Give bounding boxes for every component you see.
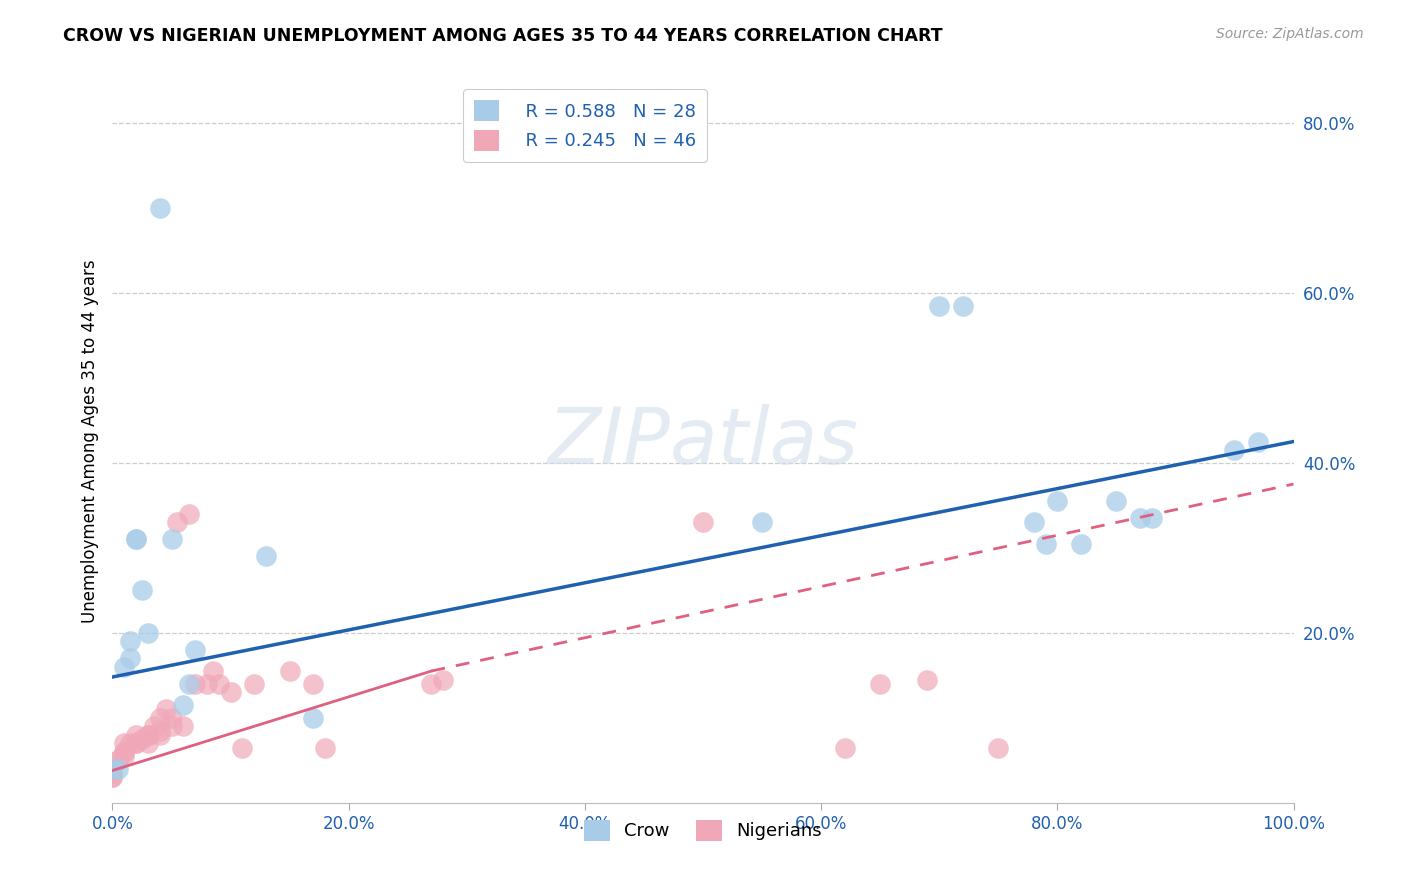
Text: ZIPatlas: ZIPatlas [547,403,859,480]
Legend: Crow, Nigerians: Crow, Nigerians [576,813,830,848]
Point [987,740,1010,755]
Point [1035,536,1057,550]
Point [155,702,177,716]
Point [302,711,325,725]
Point [278,664,301,678]
Point [112,736,135,750]
Point [149,201,172,215]
Point [179,507,201,521]
Point [112,749,135,764]
Point [131,732,153,747]
Point [125,533,148,547]
Point [101,762,124,776]
Point [112,660,135,674]
Point [1223,443,1246,458]
Point [243,677,266,691]
Point [184,642,207,657]
Point [834,740,856,755]
Point [160,719,183,733]
Point [101,762,124,776]
Point [142,719,165,733]
Point [208,677,231,691]
Point [107,753,129,767]
Point [302,677,325,691]
Point [136,625,159,640]
Point [125,533,148,547]
Point [149,711,172,725]
Point [149,728,172,742]
Point [314,740,336,755]
Point [1046,494,1069,508]
Point [107,762,129,776]
Y-axis label: Unemployment Among Ages 35 to 44 years: Unemployment Among Ages 35 to 44 years [80,260,98,624]
Point [136,736,159,750]
Point [1247,434,1270,449]
Point [917,673,939,687]
Point [692,516,714,530]
Point [125,736,148,750]
Point [172,719,194,733]
Point [120,651,142,665]
Point [101,766,124,780]
Point [420,677,443,691]
Point [928,299,950,313]
Point [952,299,974,313]
Point [751,516,773,530]
Point [149,723,172,738]
Point [166,516,188,530]
Point [1070,536,1092,550]
Point [120,736,142,750]
Point [195,677,218,691]
Point [231,740,253,755]
Text: CROW VS NIGERIAN UNEMPLOYMENT AMONG AGES 35 TO 44 YEARS CORRELATION CHART: CROW VS NIGERIAN UNEMPLOYMENT AMONG AGES… [63,27,943,45]
Point [869,677,891,691]
Point [172,698,194,712]
Point [201,664,224,678]
Point [254,549,277,564]
Point [184,677,207,691]
Point [136,728,159,742]
Point [101,770,124,784]
Point [160,711,183,725]
Point [107,753,129,767]
Point [432,673,454,687]
Point [1105,494,1128,508]
Point [101,770,124,784]
Point [112,745,135,759]
Point [120,634,142,648]
Point [125,728,148,742]
Point [219,685,242,699]
Point [125,736,148,750]
Point [179,677,201,691]
Point [1140,511,1163,525]
Point [1129,511,1152,525]
Point [160,533,183,547]
Point [136,728,159,742]
Text: Source: ZipAtlas.com: Source: ZipAtlas.com [1216,27,1364,41]
Point [101,762,124,776]
Point [131,583,153,598]
Point [1022,516,1045,530]
Point [112,745,135,759]
